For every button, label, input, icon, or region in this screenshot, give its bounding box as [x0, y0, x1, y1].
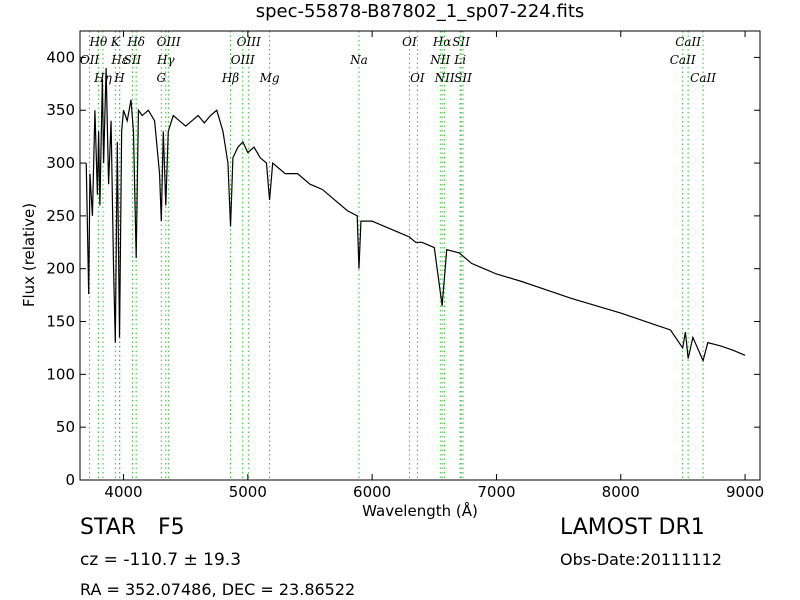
- feature-label: OII: [80, 53, 100, 67]
- y-tick-label: 150: [46, 313, 75, 331]
- feature-label: OIII: [237, 35, 261, 49]
- feature-label: OIII: [231, 53, 255, 67]
- annotation: STAR: [80, 515, 136, 540]
- annotation: RA = 352.07486, DEC = 23.86522: [80, 580, 355, 599]
- x-axis-label: Wavelength (Å): [362, 501, 478, 520]
- y-axis-label: Flux (relative): [20, 203, 38, 307]
- y-tick-label: 300: [46, 154, 75, 172]
- feature-label: Hε: [110, 53, 128, 67]
- feature-label: OI: [402, 35, 417, 49]
- y-tick-label: 100: [46, 365, 75, 383]
- x-tick-label: 5000: [229, 483, 267, 501]
- y-tick-label: 0: [65, 471, 75, 489]
- feature-label: SII: [454, 71, 472, 85]
- feature-label: NII: [429, 53, 450, 67]
- feature-label: CaII: [675, 35, 701, 49]
- plot-frame: [79, 30, 761, 481]
- feature-label: H: [113, 71, 125, 85]
- feature-label: SII: [452, 35, 470, 49]
- y-tick-label: 250: [46, 207, 75, 225]
- feature-label: Hθ: [89, 35, 108, 49]
- feature-label: Hη: [93, 71, 112, 85]
- y-tick-label: 50: [56, 418, 75, 436]
- x-tick-label: 9000: [726, 483, 764, 501]
- y-tick-label: 400: [46, 48, 75, 66]
- x-tick-label: 8000: [602, 483, 640, 501]
- x-tick-label: 4000: [104, 483, 142, 501]
- spectrum-line: [85, 67, 746, 363]
- feature-label: Li: [453, 53, 466, 67]
- feature-label: NII: [434, 71, 455, 85]
- feature-label: Hγ: [156, 53, 175, 67]
- feature-label: Mg: [259, 71, 280, 85]
- feature-label: CaII: [670, 53, 696, 67]
- feature-label: OI: [410, 71, 425, 85]
- feature-label: Na: [349, 53, 368, 67]
- annotation: Obs-Date:20111112: [560, 550, 722, 569]
- feature-label: Hβ: [221, 71, 239, 85]
- x-tick-label: 7000: [477, 483, 515, 501]
- x-tick-label: 6000: [353, 483, 391, 501]
- y-tick-label: 200: [46, 260, 75, 278]
- annotation: cz = -110.7 ± 19.3: [80, 550, 241, 570]
- y-tick-label: 350: [46, 101, 75, 119]
- chart-title: spec-55878-B87802_1_sp07-224.fits: [256, 1, 585, 22]
- feature-label: G: [157, 71, 167, 85]
- feature-label: K: [110, 35, 121, 49]
- feature-label: CaII: [690, 71, 716, 85]
- feature-label: Hα: [432, 35, 452, 49]
- feature-label: OIII: [157, 35, 181, 49]
- feature-label: Hδ: [126, 35, 145, 49]
- annotation: LAMOST DR1: [560, 515, 705, 540]
- annotation: F5: [158, 515, 185, 540]
- feature-label: SII: [124, 53, 142, 67]
